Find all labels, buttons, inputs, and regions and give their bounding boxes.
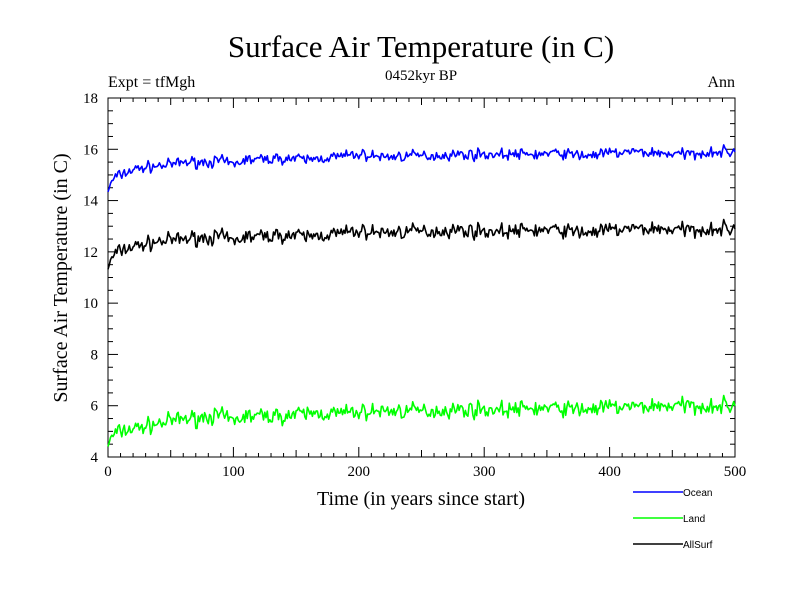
series-line-ocean xyxy=(107,144,736,193)
y-tick-label: 10 xyxy=(83,296,98,312)
y-tick-label: 14 xyxy=(83,194,99,210)
y-tick-label: 16 xyxy=(83,142,99,158)
chart-title: Surface Air Temperature (in C) xyxy=(228,29,614,64)
legend: Ocean Land AllSurf xyxy=(633,488,713,551)
y-tick-label: 18 xyxy=(83,91,98,107)
x-tick-label: 400 xyxy=(598,464,621,480)
season-label: Ann xyxy=(707,74,735,91)
legend-label: AllSurf xyxy=(683,540,713,551)
x-axis: 0 100 200 300 400 500 xyxy=(104,98,746,480)
x-tick-label: 200 xyxy=(348,464,371,480)
x-tick-label: 500 xyxy=(724,464,747,480)
x-tick-label: 0 xyxy=(104,464,112,480)
experiment-label: Expt = tfMgh xyxy=(108,74,195,91)
y-tick-label: 8 xyxy=(91,347,99,363)
legend-label: Land xyxy=(683,514,705,525)
x-tick-label: 300 xyxy=(473,464,496,480)
x-tick-label: 100 xyxy=(222,464,245,480)
series-line-allsurf xyxy=(107,218,736,270)
y-tick-label: 12 xyxy=(83,245,98,261)
x-axis-label: Time (in years since start) xyxy=(317,488,525,510)
series-line-land xyxy=(107,394,736,447)
plot-lines xyxy=(107,144,736,447)
y-tick-label: 4 xyxy=(91,450,99,466)
y-tick-label: 6 xyxy=(91,399,99,415)
y-axis-label: Surface Air Temperature (in C) xyxy=(50,153,72,402)
y-axis: 4 6 8 10 12 14 16 18 xyxy=(83,91,735,466)
chart-subtitle: 0452kyr BP xyxy=(385,68,457,84)
legend-label: Ocean xyxy=(683,488,712,499)
